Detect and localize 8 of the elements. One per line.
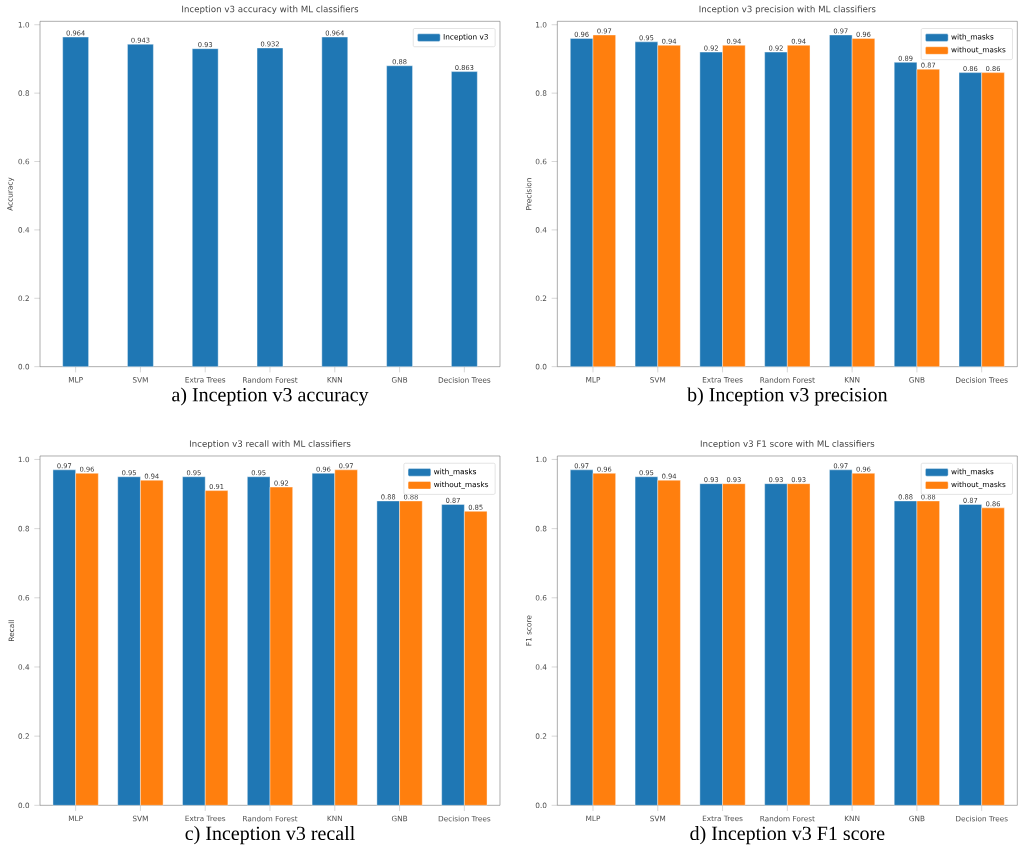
text: a) Inception v3 accuracy: [172, 387, 369, 406]
chart-title: Inception v3 accuracy with ML classifiers: [182, 5, 359, 14]
text: d) Inception v3 F1 score: [690, 825, 885, 845]
text: c) Inception v3 recall: [185, 825, 355, 845]
text: b) Inception v3 precision: [687, 387, 888, 406]
chart-title: Inception v3 precision with ML classifiers: [699, 5, 876, 14]
chart-title: Inception v3 F1 score with ML classifiers: [700, 440, 875, 449]
chart-title: Inception v3 recall with ML classifiers: [189, 440, 351, 449]
